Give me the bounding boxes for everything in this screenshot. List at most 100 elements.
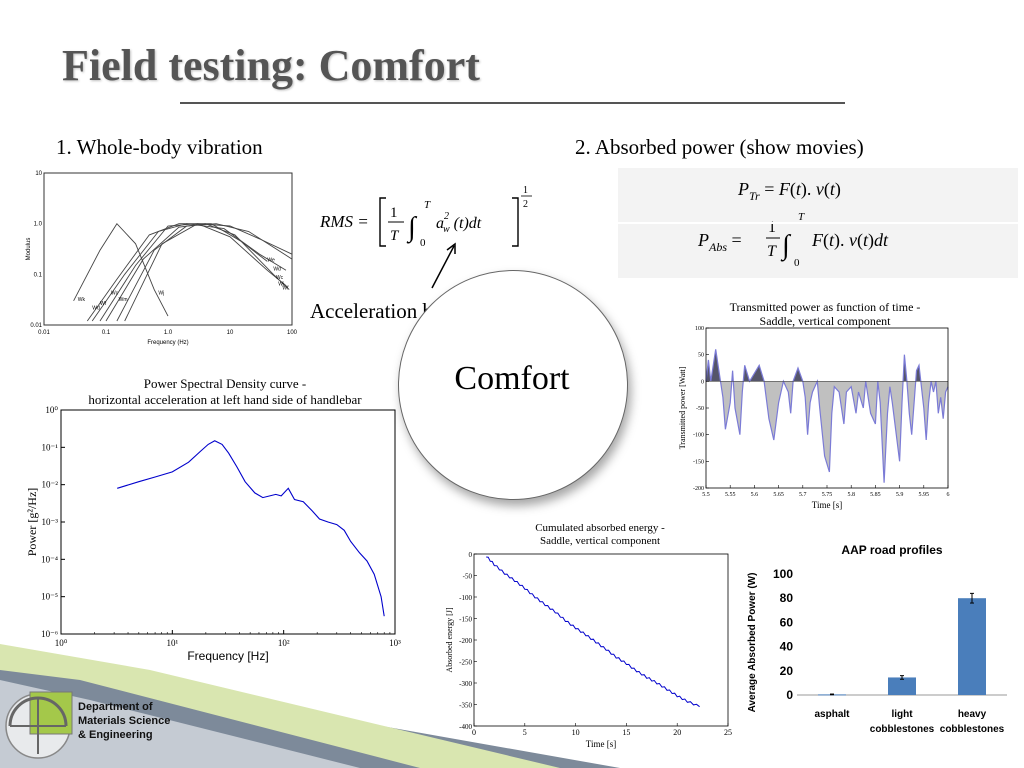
y-tick-label: 10⁻⁴ bbox=[41, 554, 58, 564]
p-abs-t: T bbox=[767, 243, 777, 260]
x-tick-label: 6 bbox=[947, 492, 950, 498]
department-logo-icon bbox=[5, 691, 73, 759]
t-denominator: T bbox=[390, 228, 400, 244]
curve-label: Wc bbox=[276, 275, 284, 281]
p-tr-formula: PTr = F(t). v(t) bbox=[737, 179, 841, 203]
x-axis-label: Frequency (Hz) bbox=[147, 340, 188, 346]
arrow-icon bbox=[431, 242, 456, 289]
curve-label: We bbox=[267, 257, 275, 263]
y-tick-label: -50 bbox=[696, 406, 704, 412]
x-tick-label: 10 bbox=[227, 330, 234, 336]
section-absorbed-power: 2. Absorbed power (show movies) bbox=[575, 135, 864, 159]
x-tick-label: 5.8 bbox=[847, 492, 855, 498]
category-label: cobblestones bbox=[940, 724, 1005, 735]
section-whole-body-vibration: 1. Whole-body vibration bbox=[56, 135, 263, 159]
curve-label: Wd bbox=[92, 306, 100, 312]
y-tick-label: 10 bbox=[35, 171, 42, 177]
y-tick-label: 10⁻⁶ bbox=[41, 629, 58, 639]
curve-label: Wc bbox=[111, 290, 119, 296]
y-axis-label: Power [g²/Hz] bbox=[25, 488, 39, 557]
p-abs-symbol: PAbs = bbox=[697, 230, 742, 254]
category-label: asphalt bbox=[814, 709, 850, 720]
y-tick-label: -400 bbox=[459, 723, 472, 731]
x-tick-label: 10⁰ bbox=[55, 638, 68, 648]
y-tick-label: 100 bbox=[695, 326, 704, 332]
transmitted-title: Transmitted power as function of time - bbox=[729, 300, 921, 314]
y-tick-label: -100 bbox=[459, 594, 472, 602]
slide-title: Field testing: Comfort bbox=[62, 41, 480, 90]
power-formulas-graphic: PTr = F(t). v(t) PAbs = 1 T ∫ T 0 F(t). … bbox=[697, 179, 889, 269]
y-tick-label: 10⁻³ bbox=[42, 517, 59, 527]
x-tick-label: 5.7 bbox=[799, 492, 807, 498]
x-tick-label: 5.65 bbox=[773, 492, 784, 498]
weighting-curve-Wj bbox=[105, 223, 290, 322]
y-tick-label: 100 bbox=[773, 567, 793, 581]
y-tick-label: 0 bbox=[786, 688, 793, 702]
y-tick-label: -200 bbox=[693, 486, 704, 492]
plot-frame bbox=[60, 409, 396, 635]
y-tick-label: 0 bbox=[701, 379, 704, 385]
p-abs-upper: T bbox=[798, 211, 805, 223]
y-tick-label: 10⁻² bbox=[42, 480, 59, 490]
energy-series-line bbox=[486, 556, 700, 708]
curve-label: Wd bbox=[273, 266, 281, 272]
y-tick-label: -150 bbox=[459, 616, 472, 624]
y-tick-label: 0.01 bbox=[30, 323, 42, 329]
weighting-curve-Wm bbox=[124, 223, 293, 322]
x-tick-label: 0.1 bbox=[102, 330, 111, 336]
negative-area bbox=[720, 381, 948, 483]
weighting-curves-chart: 0.01 0.1 1.0 10 100 10 1.0 0.1 0.01 Frequency (Hz… bbox=[26, 171, 297, 346]
bar-1 bbox=[888, 677, 916, 695]
left-bracket bbox=[379, 197, 386, 247]
department-line-1: Department of bbox=[78, 701, 153, 713]
category-label: cobblestones bbox=[870, 724, 935, 735]
x-axis-label: Time [s] bbox=[812, 500, 842, 510]
p-abs-one: 1 bbox=[768, 219, 776, 236]
x-tick-label: 15 bbox=[622, 728, 630, 737]
right-bracket bbox=[512, 197, 519, 247]
weighting-curve-Wd bbox=[91, 223, 287, 322]
x-tick-label: 0 bbox=[472, 728, 476, 737]
y-tick-label: -150 bbox=[693, 459, 704, 465]
energy-title: Cumulated absorbed energy - bbox=[535, 522, 665, 534]
bar-chart-title: AAP road profiles bbox=[841, 543, 942, 557]
category-label: light bbox=[891, 709, 913, 720]
psd-subtitle: horizontal acceleration at left hand sid… bbox=[88, 392, 362, 407]
y-axis-label: Absorbed energy [J] bbox=[445, 607, 454, 673]
title-divider bbox=[180, 102, 845, 104]
transmitted-power-chart: 5.5 5.55 5.6 5.65 5.7 5.75 5.8 5.85 5.9 5.95 6 100 5… bbox=[678, 326, 950, 510]
y-tick-label: 20 bbox=[780, 664, 794, 678]
x-axis-label: Frequency [Hz] bbox=[187, 649, 268, 663]
x-tick-label: 10 bbox=[572, 728, 580, 737]
power-series-line bbox=[705, 349, 949, 483]
footer-swoosh-green bbox=[0, 644, 560, 768]
y-tick-label: 50 bbox=[698, 353, 704, 359]
formula-separator bbox=[618, 222, 1018, 224]
upper-limit: T bbox=[424, 199, 431, 211]
y-tick-label: 10⁻⁵ bbox=[41, 592, 58, 602]
rms-symbol: RMS = bbox=[319, 212, 369, 231]
y-tick-label: -50 bbox=[463, 573, 473, 581]
department-line-3: & Engineering bbox=[78, 729, 153, 741]
absorbed-energy-chart: 0 5 10 15 20 25 0 -50 -100 -150 -200 -250 -300 -350 -4… bbox=[445, 551, 732, 749]
y-tick-label: -250 bbox=[459, 659, 472, 667]
y-tick-label: -100 bbox=[693, 433, 704, 439]
x-tick-label: 5.6 bbox=[751, 492, 759, 498]
y-tick-label: -350 bbox=[459, 702, 472, 710]
y-tick-label: 10⁻¹ bbox=[42, 442, 59, 452]
comfort-label: Comfort bbox=[454, 360, 570, 397]
curve-label: Wj bbox=[278, 282, 284, 288]
x-tick-label: 25 bbox=[724, 728, 732, 737]
x-tick-label: 100 bbox=[287, 330, 297, 336]
weighting-curve-Wf bbox=[73, 222, 169, 317]
x-tick-label: 5.55 bbox=[725, 492, 736, 498]
aap-bar-chart: AAP road profiles 0 20 40 60 80 100 Average Abs… bbox=[747, 543, 1007, 735]
y-tick-label: 1.0 bbox=[34, 222, 43, 228]
rms-formula-graphic: RMS = 1 T ∫ T 0 a2 w (t)dt 1 2 bbox=[319, 185, 532, 249]
footer-swoosh-light bbox=[0, 680, 360, 768]
integrand: a2 w (t)dt bbox=[436, 211, 482, 235]
x-tick-label: 5.9 bbox=[896, 492, 904, 498]
x-tick-label: 10³ bbox=[389, 638, 401, 648]
x-tick-label: 10² bbox=[278, 638, 290, 648]
p-abs-integral: ∫ bbox=[780, 230, 792, 262]
